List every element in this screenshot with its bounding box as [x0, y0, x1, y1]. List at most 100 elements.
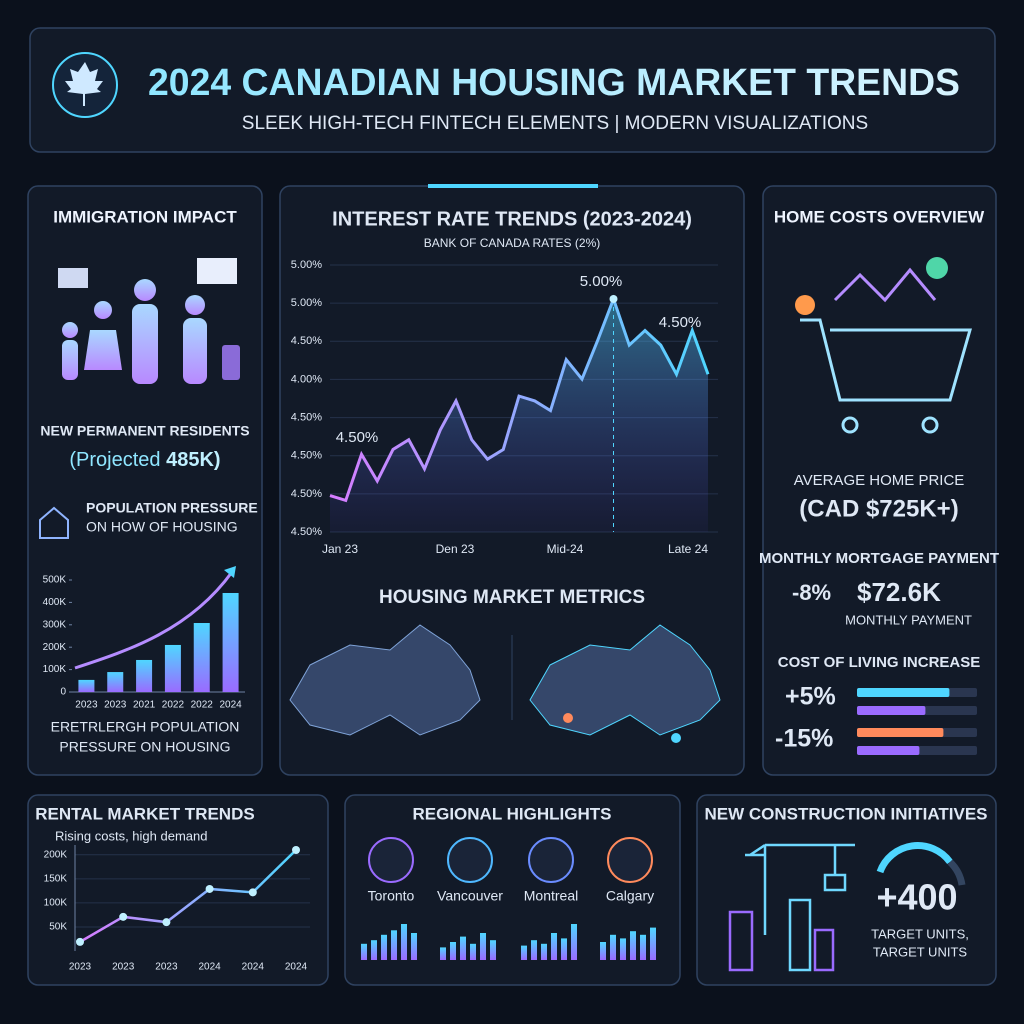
- y-tick-label: 400K: [43, 597, 67, 608]
- bar: [78, 679, 95, 692]
- y-tick-label: 4.50%: [291, 450, 322, 462]
- panel-title: NEW CONSTRUCTION INITIATIVES: [704, 804, 987, 823]
- y-tick-label: 4.50%: [291, 335, 322, 347]
- mini-bar: [551, 933, 557, 960]
- bar: [222, 592, 239, 692]
- x-tick-label: 2024: [198, 962, 221, 973]
- mortgage-caption: MONTHLY PAYMENT: [845, 612, 972, 627]
- mini-bar: [571, 924, 577, 960]
- y-tick-label: 200K: [44, 849, 68, 860]
- x-tick-label: 2022: [191, 700, 214, 711]
- point: [205, 884, 214, 893]
- chart-subtitle: Rising costs, high demand: [55, 828, 207, 843]
- arrow-head: [224, 566, 236, 578]
- city-icon: [368, 837, 414, 883]
- rent-line: [79, 849, 297, 943]
- caption-line: TARGET UNITS: [873, 944, 967, 959]
- cart-icon: [800, 267, 972, 434]
- mini-bar: [531, 940, 537, 960]
- point: [292, 846, 300, 854]
- y-tick-label: 200K: [43, 642, 67, 653]
- map: [529, 624, 721, 736]
- y-tick-label: 4.00%: [291, 373, 322, 385]
- house-icon: [39, 506, 69, 539]
- gauge-track: [947, 859, 966, 886]
- city-name: Toronto: [368, 888, 415, 904]
- mini-bar: [620, 938, 626, 960]
- y-tick-label: 5.00%: [291, 259, 322, 271]
- y-tick-label: 4.50%: [291, 526, 322, 538]
- progress-bar: [857, 688, 950, 697]
- chart-subtitle: BANK OF CANADA RATES (2%): [424, 236, 600, 250]
- people-icon: [58, 258, 240, 384]
- page-subtitle: SLEEK HIGH-TECH FINTECH ELEMENTS | MODER…: [242, 113, 868, 134]
- caption-line: TARGET UNITS,: [871, 926, 969, 941]
- rate-line: [329, 294, 710, 503]
- mini-bar: [640, 934, 646, 960]
- annotation: 4.50%: [336, 429, 379, 446]
- city-name: Montreal: [524, 888, 578, 904]
- y-tick-label: 50K: [49, 922, 67, 933]
- x-tick-label: 2023: [112, 962, 135, 973]
- x-tick-label: Den 23: [436, 542, 475, 556]
- x-tick-label: Late 24: [668, 542, 708, 556]
- y-tick-label: 4.50%: [291, 411, 322, 423]
- residents-label: NEW PERMANENT RESIDENTS: [40, 423, 249, 439]
- living-change: -15%: [775, 725, 833, 753]
- y-tick-label: 100K: [44, 898, 68, 909]
- maple-leaf: [65, 62, 103, 106]
- home-costs-panel: [762, 185, 997, 776]
- annotation: 5.00%: [580, 273, 623, 290]
- mini-bar: [610, 934, 616, 960]
- mini-bar: [391, 930, 397, 960]
- city-icon: [447, 837, 493, 883]
- mini-bar: [490, 940, 496, 960]
- mini-bar: [411, 933, 417, 960]
- pressure-line: POPULATION PRESSURE: [86, 500, 258, 516]
- projected-prefix: (Projected: [69, 449, 160, 471]
- panel-title: IMMIGRATION IMPACT: [53, 207, 237, 226]
- x-tick-label: Jan 23: [322, 542, 358, 556]
- y-tick-label: 4.50%: [291, 488, 322, 500]
- coin: [926, 257, 948, 279]
- x-tick-label: 2021: [133, 700, 156, 711]
- city-icon: [528, 837, 574, 883]
- bar: [164, 644, 181, 692]
- pressure-line: ON HOW OF HOUSING: [86, 519, 238, 535]
- panel-title: HOME COSTS OVERVIEW: [774, 207, 985, 226]
- progress-bar: [857, 746, 920, 755]
- mini-bar: [630, 931, 636, 960]
- mini-bar: [600, 942, 606, 960]
- page-title: 2024 CANADIAN HOUSING MARKET TRENDS: [148, 62, 960, 104]
- city-name: Vancouver: [437, 888, 503, 904]
- crane-icon: [728, 843, 855, 972]
- x-tick-label: 2024: [242, 962, 265, 973]
- rental-panel: [27, 794, 329, 986]
- mini-bar: [401, 924, 407, 960]
- progress-bar: [857, 706, 926, 715]
- mini-bar: [470, 943, 476, 960]
- city-name: Calgary: [606, 888, 654, 904]
- mini-bar: [440, 947, 446, 960]
- mini-bar: [561, 938, 567, 960]
- x-tick-label: 2022: [162, 700, 185, 711]
- mini-bar: [381, 934, 387, 960]
- y-tick-label: 300K: [43, 619, 67, 630]
- bar: [107, 672, 124, 692]
- living-change: +5%: [785, 683, 836, 711]
- bar: [193, 623, 210, 692]
- bar: [136, 659, 153, 692]
- point: [119, 912, 128, 921]
- mortgage-value: $72.6K: [857, 577, 941, 607]
- footer-line: PRESSURE ON HOUSING: [59, 739, 230, 755]
- x-tick-label: 2023: [104, 700, 127, 711]
- projected-value: 485K): [166, 449, 220, 471]
- price-label: AVERAGE HOME PRICE: [794, 472, 965, 489]
- mini-bar: [480, 933, 486, 960]
- point: [162, 918, 171, 927]
- y-tick-label: 150K: [44, 873, 68, 884]
- mini-bar: [361, 943, 367, 960]
- mini-bar: [650, 927, 656, 960]
- section-title: HOUSING MARKET METRICS: [379, 587, 645, 608]
